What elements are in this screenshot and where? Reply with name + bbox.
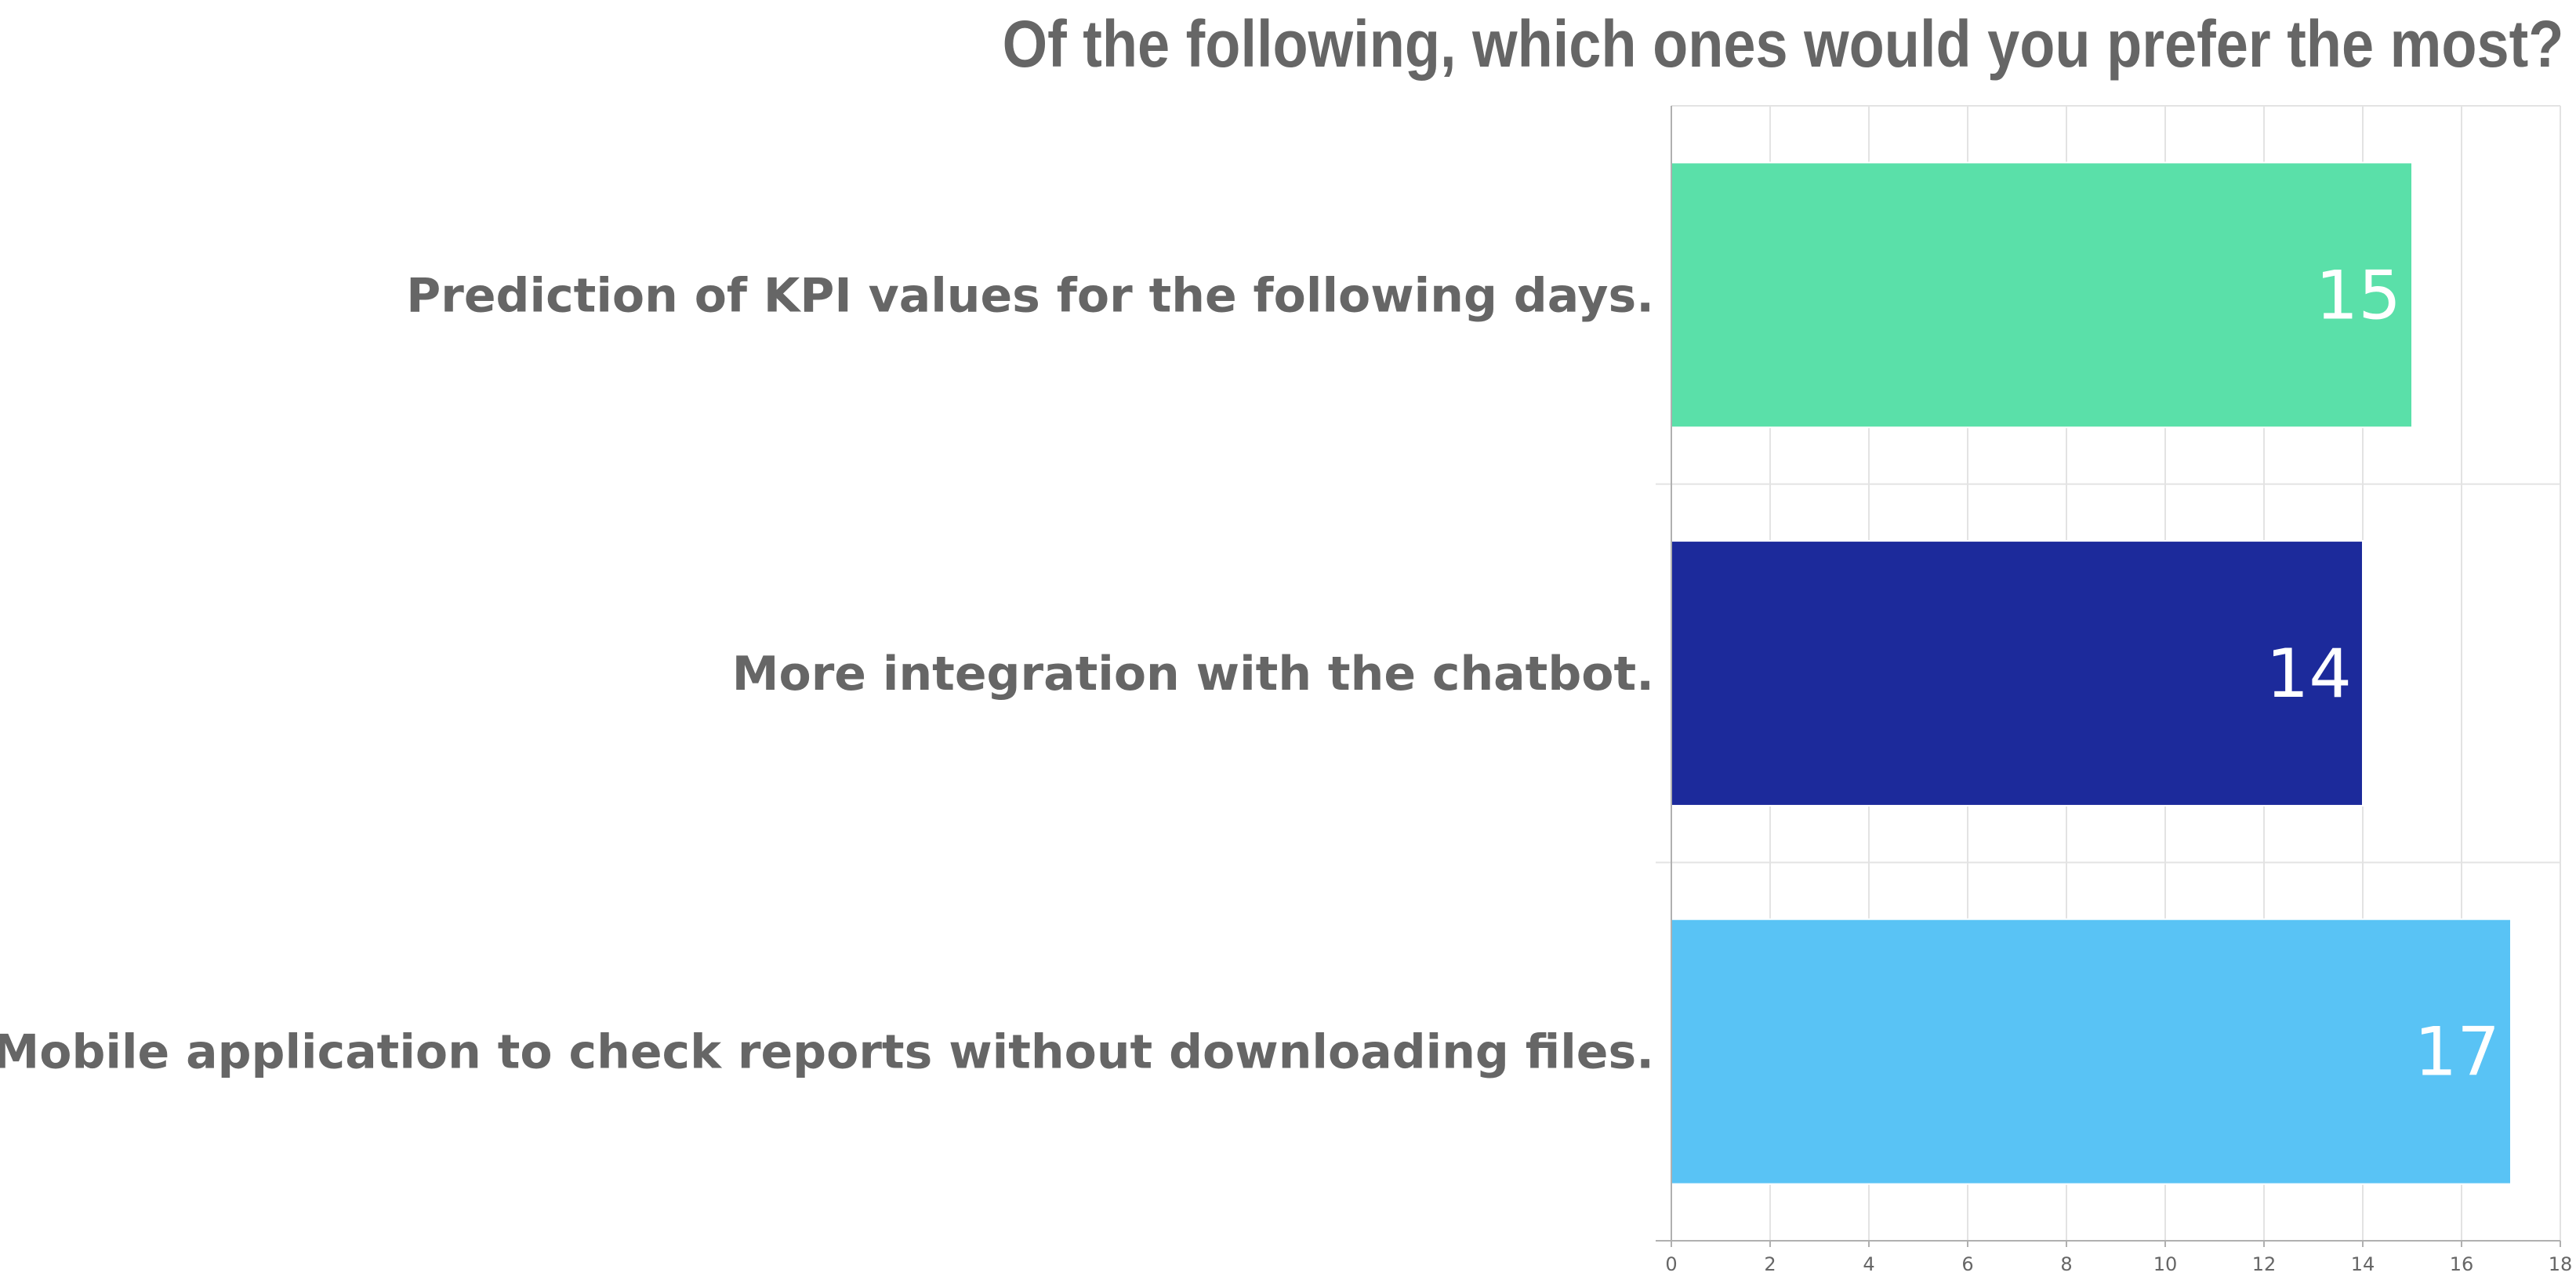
category-label: Mobile application to check reports with… — [0, 1025, 1654, 1080]
x-tick-label: 16 — [2450, 1253, 2474, 1275]
x-tick-label: 8 — [2060, 1253, 2072, 1275]
category-label: More integration with the chatbot. — [732, 647, 1654, 702]
bars-layer — [1671, 161, 2512, 1185]
labels-layer: 15 Prediction of KPI values for the follo… — [0, 256, 2500, 1091]
category-label: Prediction of KPI values for the followi… — [406, 268, 1654, 323]
bar-value-label: 15 — [2316, 256, 2401, 335]
x-tick-label: 4 — [1863, 1253, 1874, 1275]
bar — [1671, 161, 2413, 429]
bar — [1671, 918, 2512, 1185]
bar-value-label: 17 — [2415, 1013, 2500, 1092]
bar — [1671, 540, 2364, 807]
chart-title: Of the following, which ones would you p… — [1002, 7, 2563, 81]
x-tick-label: 6 — [1961, 1253, 1973, 1275]
bar-value-label: 14 — [2266, 635, 2352, 713]
x-tick-label: 14 — [2351, 1253, 2375, 1275]
x-tick-label: 12 — [2252, 1253, 2277, 1275]
x-tick-label: 0 — [1665, 1253, 1677, 1275]
x-tick-label: 2 — [1764, 1253, 1776, 1275]
x-tick-label: 10 — [2153, 1253, 2178, 1275]
axis-layer: 0 2 4 6 8 10 12 14 16 18 — [1656, 106, 2572, 1275]
x-tick-label: 18 — [2549, 1253, 2573, 1275]
